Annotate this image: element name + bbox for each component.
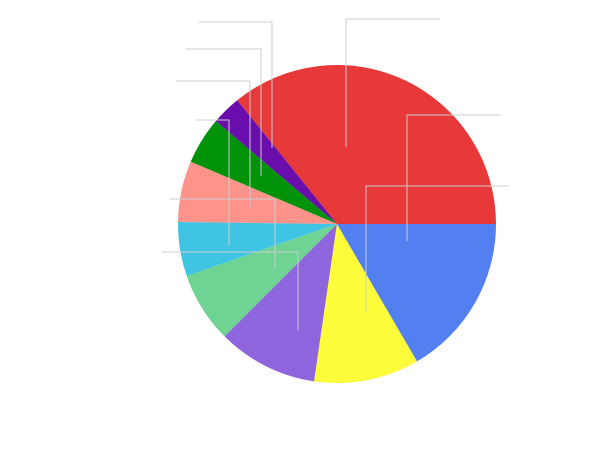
pie-slice-7 [224,224,337,382]
leader-line-8 [365,185,509,312]
pie-slice-3 [190,121,337,224]
leader-line-9 [406,114,500,241]
leader-line-2 [199,21,273,148]
pie-slice-2 [215,100,337,224]
pie-slices [177,64,496,383]
leader-lines [162,18,509,330]
leader-line-7 [162,251,299,330]
leader-line-1 [345,18,440,147]
pie-slice-4 [178,161,337,224]
leader-line-6 [170,198,276,268]
leader-line-5 [196,119,230,246]
pie-slice-9 [337,224,496,362]
pie-slice-5 [177,222,337,276]
leader-line-3 [186,48,262,176]
pie-slice-1 [237,64,496,225]
pie-slice-6 [186,224,337,337]
leader-line-4 [176,80,251,207]
